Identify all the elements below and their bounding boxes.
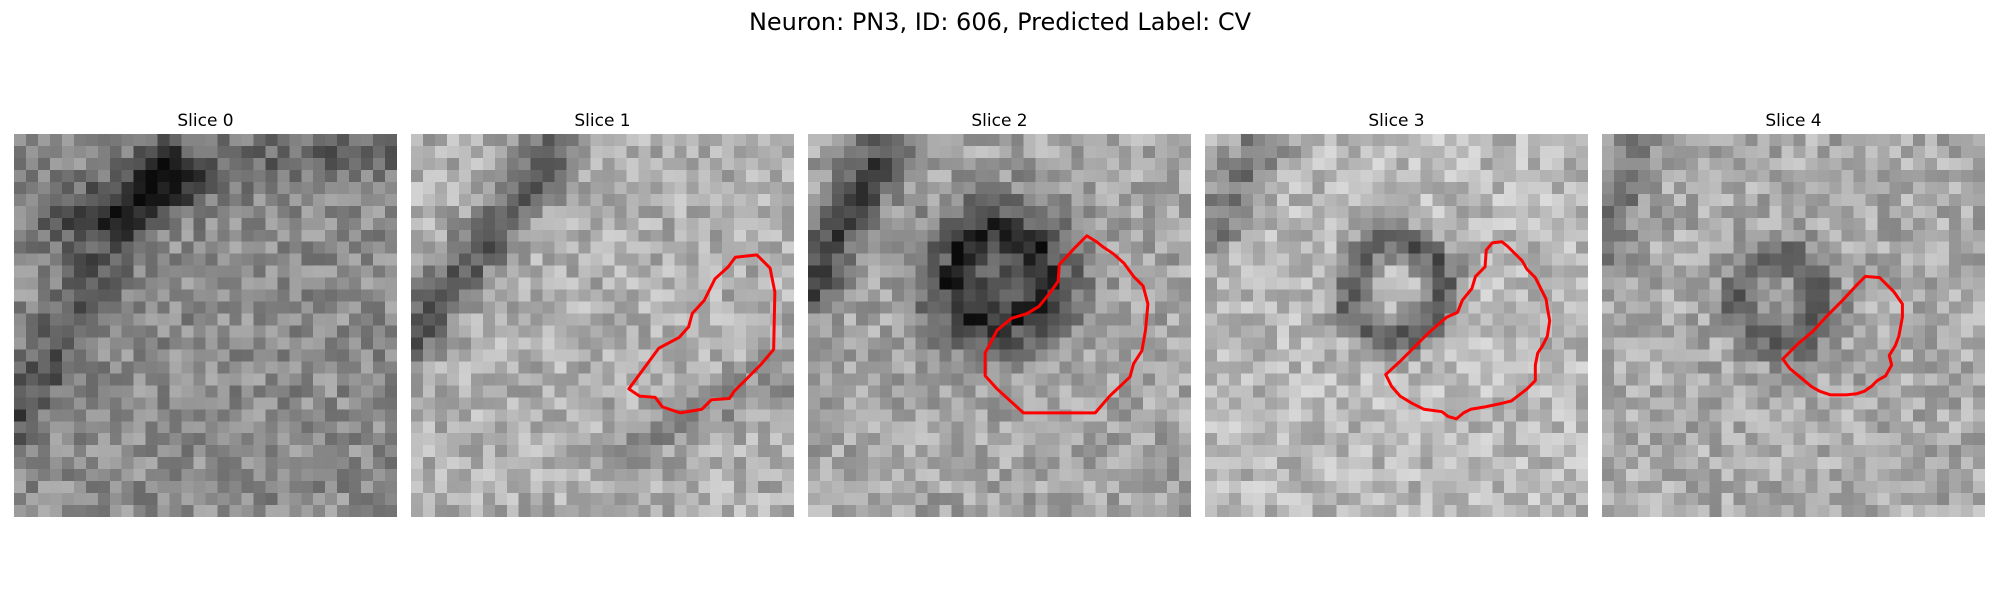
segmentation-contour	[1781, 274, 1904, 397]
slice-panel-1: Slice 1	[411, 108, 794, 517]
contour-overlay	[14, 134, 397, 517]
contour-overlay	[627, 253, 777, 415]
slice-title: Slice 2	[971, 111, 1028, 131]
slice-title: Slice 4	[1765, 111, 1822, 131]
slice-panel-0: Slice 0	[14, 108, 397, 517]
slice-panel-2: Slice 2	[808, 108, 1191, 517]
contour-overlay	[1384, 240, 1552, 421]
slice-panel-4: Slice 4	[1602, 108, 1985, 517]
slice-title: Slice 1	[574, 111, 631, 131]
slice-title: Slice 3	[1368, 111, 1425, 131]
contour-overlay	[1781, 274, 1904, 397]
figure-title: Neuron: PN3, ID: 606, Predicted Label: C…	[748, 8, 1252, 36]
slice-panel-3: Slice 3	[1205, 108, 1588, 517]
grayscale-em-image	[808, 134, 1191, 517]
segmentation-contour	[1384, 240, 1552, 421]
slice-image	[1205, 134, 1588, 517]
slice-image	[14, 134, 397, 517]
grayscale-em-image	[411, 134, 794, 517]
slice-image	[808, 134, 1191, 517]
grayscale-em-image	[1602, 134, 1985, 517]
grayscale-em-image	[14, 134, 397, 517]
slice-image	[1602, 134, 1985, 517]
slice-title: Slice 0	[177, 111, 234, 131]
slice-image	[411, 134, 794, 517]
contour-overlay	[983, 234, 1150, 415]
grayscale-em-image	[1205, 134, 1588, 517]
segmentation-contour	[627, 253, 777, 415]
segmentation-contour	[983, 234, 1150, 415]
